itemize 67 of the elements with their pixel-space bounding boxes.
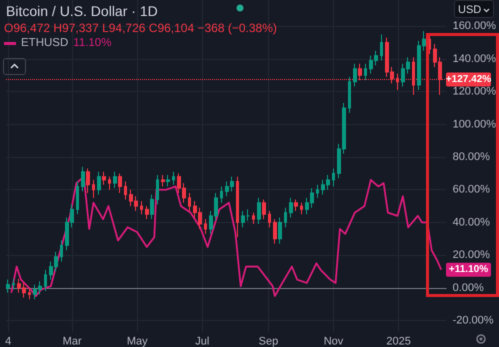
candlestick xyxy=(332,168,335,187)
candlestick xyxy=(145,206,149,220)
text: USD xyxy=(458,4,482,16)
candlestick xyxy=(28,287,31,300)
annotation: +11.10% xyxy=(448,264,488,276)
y-tick-label: 0.00% xyxy=(452,282,484,294)
candlestick xyxy=(278,217,282,244)
legend-label: ETHUSD xyxy=(21,37,68,49)
candlestick xyxy=(236,176,239,238)
candlestick xyxy=(108,176,111,190)
candlestick xyxy=(140,200,143,215)
candlestick xyxy=(161,174,165,187)
y-tick-label: 120.00% xyxy=(452,86,496,98)
candlestick xyxy=(113,171,117,189)
candlestick xyxy=(273,218,277,244)
x-tick-label: Mar xyxy=(62,336,82,347)
candlestick xyxy=(156,174,159,205)
candlestick xyxy=(124,181,127,200)
candlestick xyxy=(316,184,319,198)
candlestick xyxy=(262,199,266,220)
ref-line-label: +127.42% xyxy=(446,74,492,85)
x-tick-label: Jul xyxy=(195,336,210,347)
candlestick xyxy=(172,171,175,186)
candlestick xyxy=(44,269,47,292)
x-tick-label: 2025 xyxy=(386,336,411,347)
candlestick xyxy=(300,202,303,215)
candlestick xyxy=(81,166,85,192)
candlestick xyxy=(12,278,15,290)
annotation: 11.10% xyxy=(73,37,112,49)
candlestick xyxy=(97,171,101,196)
candlestick xyxy=(76,181,79,215)
candlestick xyxy=(188,192,191,212)
y-tick-label: 40.00% xyxy=(452,216,490,228)
x-tick-label: Sep xyxy=(258,336,278,347)
candlestick xyxy=(166,174,170,187)
candlestick xyxy=(380,34,383,62)
candlestick xyxy=(86,168,90,194)
candlestick xyxy=(150,194,154,220)
candlestick xyxy=(6,279,10,294)
candlestick xyxy=(252,212,255,225)
candlestick xyxy=(102,171,106,186)
y-tick-label: -20.00% xyxy=(452,314,494,327)
candlestick xyxy=(92,179,95,198)
candlestick xyxy=(353,63,357,88)
line-series xyxy=(10,176,442,297)
x-tick-label: 4 xyxy=(5,336,12,347)
y-tick-label: 60.00% xyxy=(452,184,490,196)
candlestick xyxy=(257,197,261,225)
chart-title: Bitcoin / U.S. Dollar · 1D xyxy=(6,3,158,19)
candlestick xyxy=(220,186,223,204)
candlestick xyxy=(294,199,298,212)
y-tick-label: 20.00% xyxy=(452,249,490,262)
x-tick-label: Nov xyxy=(324,336,344,347)
text: O96,472 H97,337 L94,726 C96,104 −368 (−0.38%) xyxy=(4,21,277,35)
candlestick xyxy=(284,207,287,228)
candlestick xyxy=(60,240,63,262)
y-tick-label: 160.00% xyxy=(452,20,496,32)
y-tick-label: 140.00% xyxy=(452,52,496,65)
y-tick-label: 100.00% xyxy=(452,118,496,130)
candlestick xyxy=(289,197,293,218)
y-tick-label: 80.00% xyxy=(452,151,490,164)
candlestick xyxy=(364,63,367,81)
candlestick xyxy=(268,210,271,228)
candlestick xyxy=(348,76,351,114)
candlestick xyxy=(118,172,122,194)
candlestick xyxy=(204,218,207,234)
x-tick-label: May xyxy=(126,336,148,347)
